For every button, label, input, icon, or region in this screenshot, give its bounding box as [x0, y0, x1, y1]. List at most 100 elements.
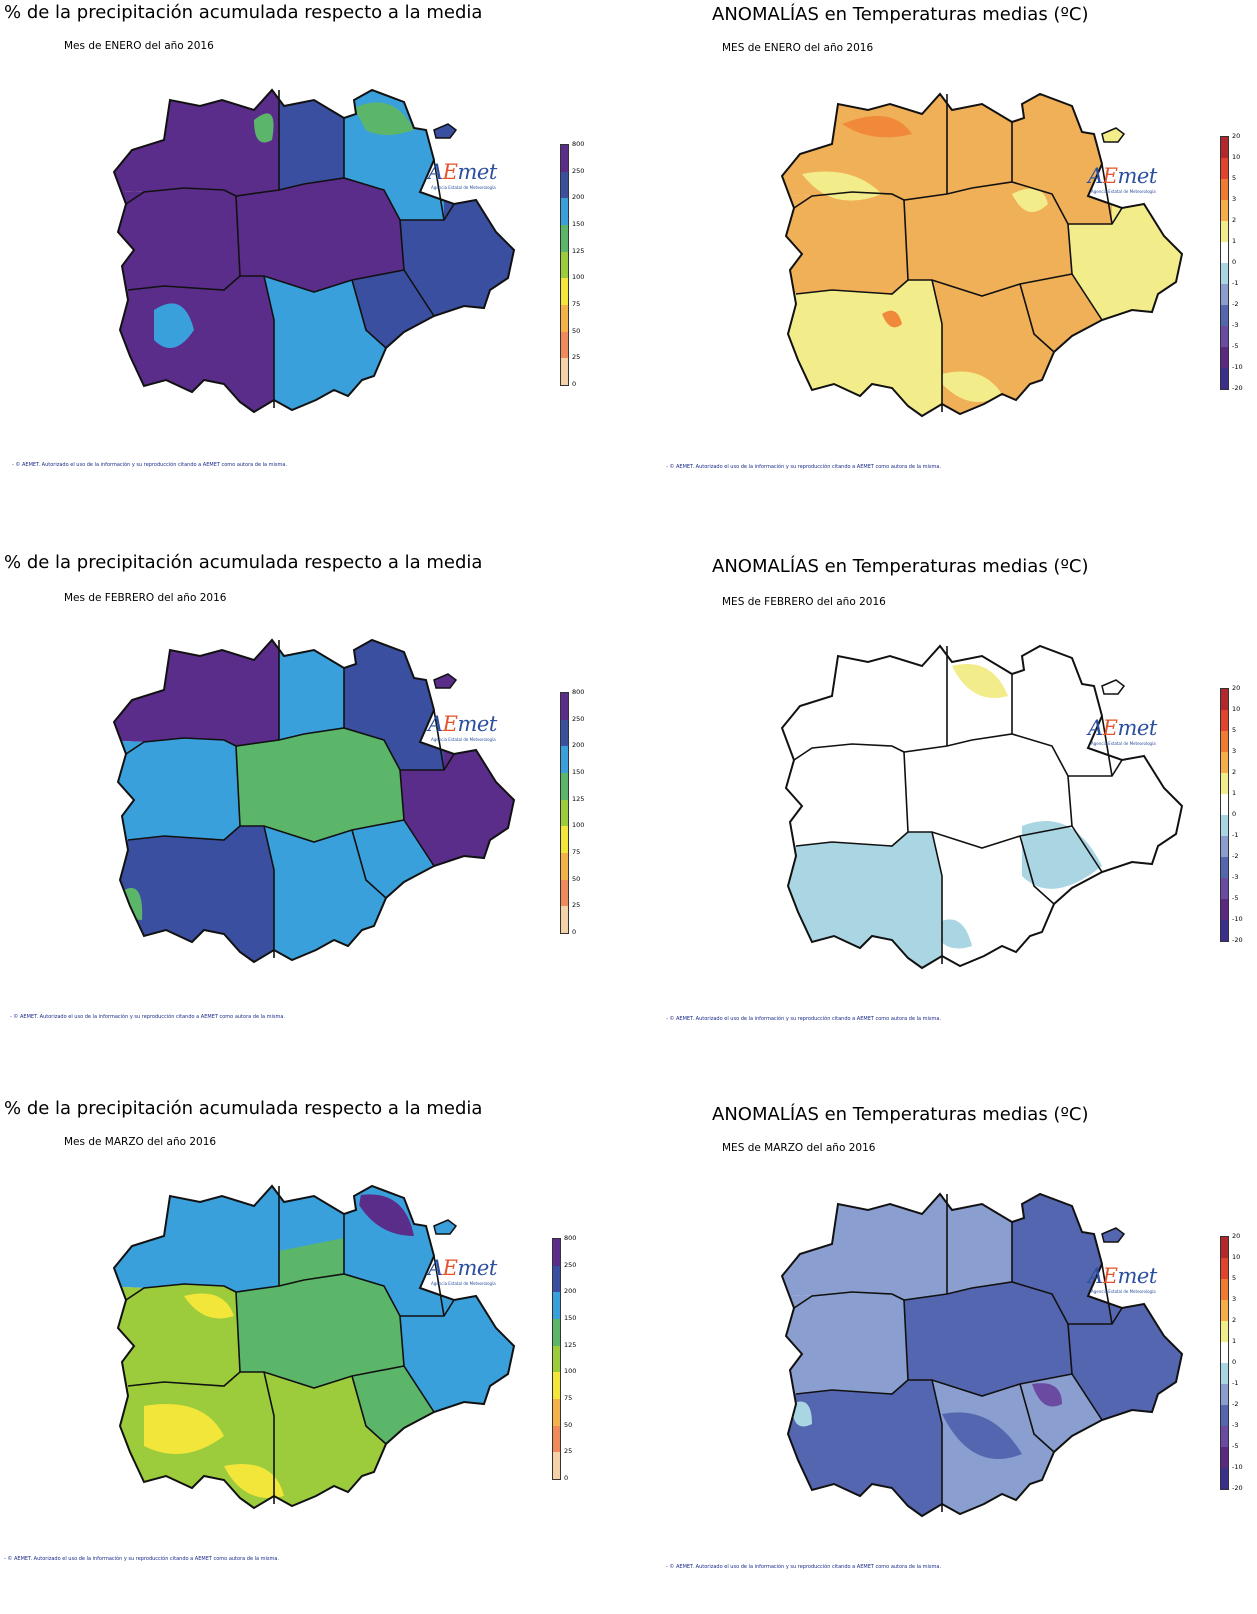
legend-swatch: [561, 331, 568, 359]
legend-swatch: [1221, 1342, 1228, 1363]
legend-swatch: [561, 145, 568, 172]
legend-swatch: [561, 171, 568, 199]
legend-swatch: [1221, 200, 1228, 221]
legend-label: 10: [1232, 705, 1241, 713]
legend-swatch: [1221, 347, 1228, 368]
legend-swatch: [1221, 1363, 1228, 1384]
legend-label: 75: [564, 1394, 573, 1402]
province-fill: [782, 832, 942, 968]
legend-swatch: [1221, 242, 1228, 263]
province-border: [127, 275, 241, 291]
province-fill: [352, 1366, 434, 1444]
legend-label: -1: [1232, 831, 1239, 839]
anomaly-area: [792, 1401, 812, 1427]
legend-label: 150: [564, 1314, 577, 1322]
legend-swatch: [1221, 179, 1228, 200]
map-panel: ANOMALÍAS en Temperaturas medias (ºC) MES…: [666, 4, 1257, 514]
legend-label: 1: [1232, 1337, 1237, 1345]
anomaly-area: [802, 171, 882, 201]
legend-label: 0: [572, 928, 577, 936]
region-outline: [112, 638, 516, 964]
legend-swatch: [561, 251, 568, 279]
legend-label: 0: [564, 1474, 569, 1482]
aemet-logo: AEmet Agencia Estatal de Meteorología: [1088, 1264, 1157, 1294]
legend-swatch: [1221, 368, 1228, 389]
legend-label: 25: [572, 901, 581, 910]
province-fill: [782, 1380, 942, 1516]
province-border: [1101, 1263, 1113, 1325]
legend-label: 800: [572, 688, 585, 696]
province-border: [351, 1375, 387, 1445]
province-fill: [782, 280, 942, 416]
legend-swatch: [1221, 1468, 1228, 1489]
legend-swatch: [561, 719, 568, 747]
legend-label: -2: [1232, 300, 1239, 308]
aemet-logo: AEmet Agencia Estatal de Meteorología: [428, 712, 497, 742]
panel-subtitle: MES de MARZO del año 2016: [722, 1142, 876, 1154]
province-border: [433, 159, 445, 221]
anomaly-area: [144, 1404, 224, 1454]
anomaly-area: [224, 1464, 284, 1498]
province-fill: [352, 820, 434, 898]
legend-label: 100: [564, 1367, 577, 1376]
panel-title: ANOMALÍAS en Temperaturas medias (ºC): [712, 556, 1089, 577]
legend-label: 75: [572, 848, 581, 856]
legend-swatch: [561, 772, 568, 800]
legend-label: -5: [1232, 894, 1239, 902]
province-border: [351, 829, 387, 899]
province-fill: [279, 640, 344, 740]
province-border: [795, 279, 909, 295]
province-border: [931, 1379, 943, 1512]
legend-swatch: [561, 278, 568, 305]
province-border: [931, 831, 943, 964]
aemet-logo: AEmet Agencia Estatal de Meteorología: [428, 1256, 497, 1286]
province-fill: [279, 90, 344, 190]
province-fill: [114, 188, 240, 292]
legend-label: 3: [1232, 195, 1237, 203]
province-border: [263, 1371, 275, 1504]
legend-label: 2: [1232, 1316, 1237, 1324]
legend-swatch: [1221, 1258, 1228, 1279]
province-fill: [782, 192, 908, 296]
province-border: [125, 727, 455, 771]
region-map: [780, 1192, 1184, 1518]
legend-swatch: [1221, 1237, 1228, 1258]
legend-label: -20: [1232, 384, 1243, 392]
province-border: [263, 275, 275, 408]
legend-label: 3: [1232, 1295, 1237, 1303]
province-border: [931, 279, 943, 412]
legend-swatch: [1221, 1384, 1228, 1405]
anomaly-area: [354, 1194, 414, 1236]
panel-subtitle: Mes de MARZO del año 2016: [64, 1136, 217, 1148]
province-fill: [114, 826, 274, 962]
province-fill: [236, 178, 404, 292]
anomaly-area: [220, 884, 254, 922]
copyright-credit: - © AEMET. Autorizado el uso de la infor…: [10, 1014, 286, 1020]
map-panel: ANOMALÍAS en Temperaturas medias (ºC) MES…: [666, 1104, 1257, 1614]
copyright-credit: - © AEMET. Autorizado el uso de la infor…: [666, 1016, 942, 1022]
panel-title: ANOMALÍAS en Temperaturas medias (ºC): [712, 1104, 1089, 1125]
legend-swatch: [553, 1265, 560, 1293]
legend-label: -20: [1232, 936, 1243, 944]
province-border: [793, 1281, 1123, 1325]
legend-colorbar: [1220, 136, 1229, 390]
legend-label: 75: [572, 300, 581, 308]
legend-swatch: [561, 826, 568, 853]
province-border: [125, 177, 455, 221]
legend-label: -1: [1232, 279, 1239, 287]
legend-swatch: [553, 1345, 560, 1373]
legend-label: -2: [1232, 1400, 1239, 1408]
province-border: [1019, 835, 1055, 905]
anomaly-area: [942, 1412, 1022, 1459]
legend-label: 25: [564, 1447, 573, 1456]
province-fill: [782, 1194, 947, 1300]
legend-swatch: [1221, 878, 1228, 899]
province-fill: [904, 734, 1072, 848]
legend-label: -3: [1232, 873, 1239, 881]
legend-swatch: [1221, 263, 1228, 284]
legend-label: 125: [564, 1340, 577, 1349]
legend-label: 2: [1232, 768, 1237, 776]
anomaly-area: [354, 102, 414, 135]
legend-label: 20: [1232, 132, 1241, 140]
aemet-logo: AEmet Agencia Estatal de Meteorología: [1088, 164, 1157, 194]
